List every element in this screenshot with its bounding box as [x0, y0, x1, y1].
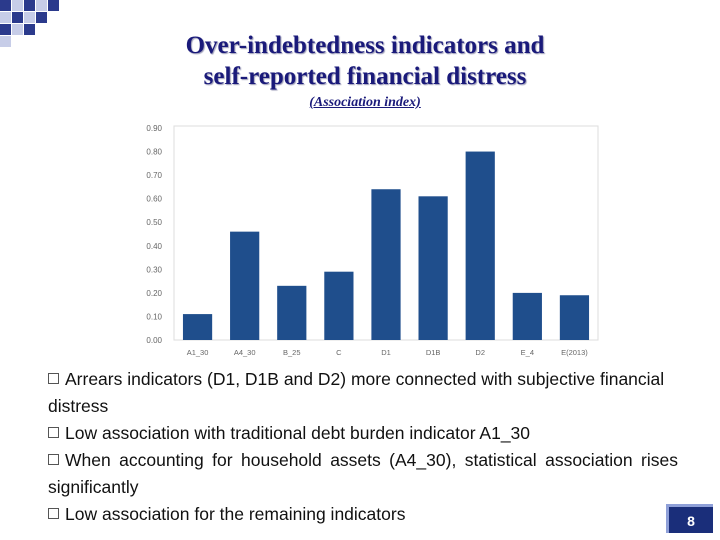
bullet-item: Arrears indicators (D1, D1B and D2) more… — [48, 366, 678, 420]
y-tick-label: 0.20 — [146, 289, 162, 298]
bullet-text: Arrears indicators (D1, D1B and D2) more… — [48, 369, 665, 416]
y-tick-label: 0.10 — [146, 312, 162, 321]
x-tick-label: D2 — [475, 348, 485, 357]
bullet-item: Low association with traditional debt bu… — [48, 420, 678, 447]
bullet-text: Low association with traditional debt bu… — [65, 423, 531, 443]
bullet-list: Arrears indicators (D1, D1B and D2) more… — [48, 366, 678, 528]
x-tick-label: E_4 — [521, 348, 534, 357]
bar-D1 — [371, 189, 401, 340]
bullet-text: Low association for the remaining indica… — [65, 504, 406, 524]
bullet-item: When accounting for household assets (A4… — [48, 447, 678, 501]
slide-title: Over-indebtedness indicators and self-re… — [100, 30, 630, 92]
bar-A1_30 — [182, 314, 213, 340]
bar-C — [324, 271, 354, 340]
bar-E_4 — [512, 292, 542, 340]
corner-decoration — [0, 0, 60, 47]
y-tick-label: 0.60 — [146, 195, 162, 204]
checkbox-bullet-icon — [48, 427, 59, 438]
bar-D2 — [465, 151, 495, 340]
x-tick-label: E(2013) — [561, 348, 588, 357]
y-tick-label: 0.90 — [146, 124, 162, 133]
x-tick-label: D1B — [426, 348, 441, 357]
chart-subtitle: (Association index) — [309, 95, 421, 110]
y-tick-label: 0.30 — [146, 265, 162, 274]
bar-A4_30 — [230, 231, 260, 340]
x-tick-label: A4_30 — [234, 348, 256, 357]
bar-chart: 0.00 0.10 0.20 0.30 0.40 0.50 0.60 0.70 0.80 0.90… — [146, 124, 599, 357]
bar-D1B — [418, 196, 448, 340]
y-tick-label: 0.40 — [146, 242, 162, 251]
page-number: 8 — [666, 504, 713, 533]
checkbox-bullet-icon — [48, 454, 59, 465]
y-tick-label: 0.80 — [146, 148, 162, 157]
x-tick-label: C — [336, 348, 342, 357]
checkbox-bullet-icon — [48, 508, 59, 519]
x-tick-label: A1_30 — [187, 348, 209, 357]
x-tick-label: B_25 — [283, 348, 301, 357]
x-tick-label: D1 — [381, 348, 391, 357]
y-tick-label: 0.70 — [146, 171, 162, 180]
title-line-2: self-reported financial distress — [203, 63, 527, 90]
bullet-text: When accounting for household assets (A4… — [48, 450, 678, 497]
bar-B_25 — [277, 285, 307, 340]
y-tick-label: 0.00 — [146, 336, 162, 345]
bar-E(2013) — [559, 295, 590, 340]
bullet-item: Low association for the remaining indica… — [48, 501, 678, 528]
title-line-1: Over-indebtedness indicators and — [185, 32, 545, 59]
y-tick-label: 0.50 — [146, 218, 162, 227]
checkbox-bullet-icon — [48, 373, 59, 384]
